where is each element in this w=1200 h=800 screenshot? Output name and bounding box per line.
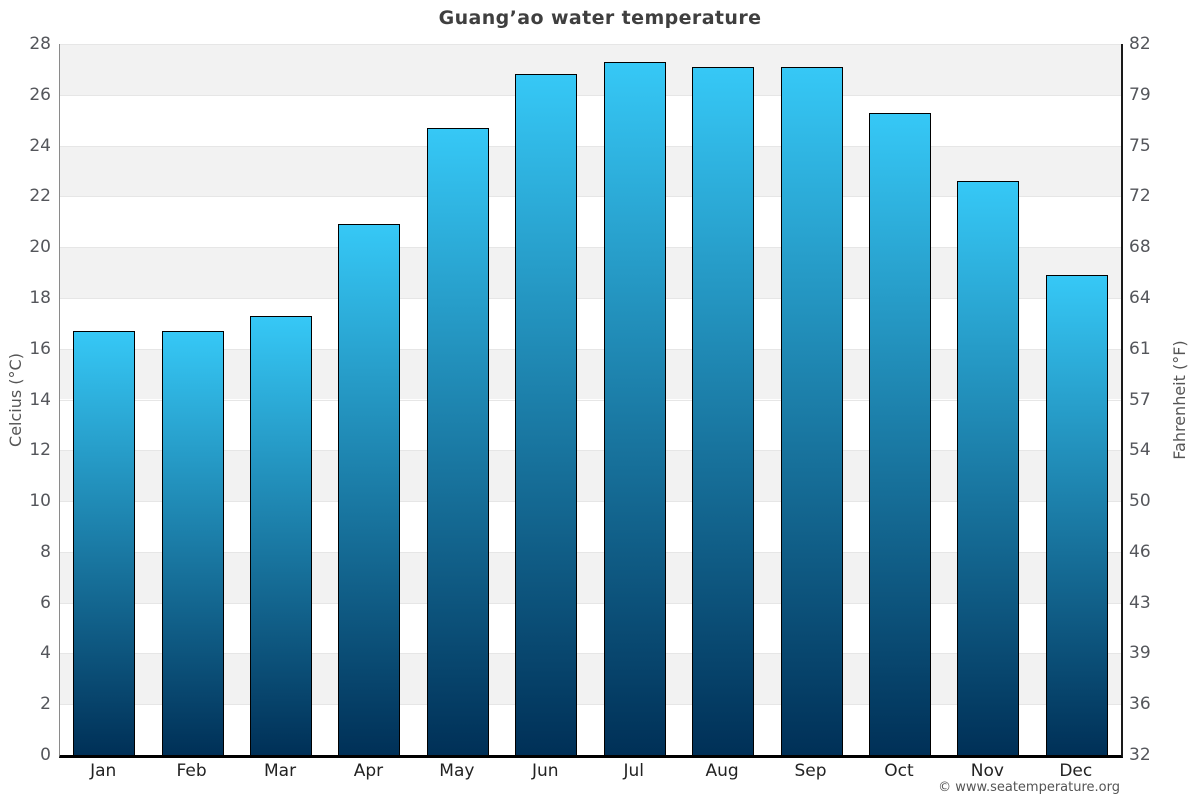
tick-fahrenheit-79: 79 (1129, 84, 1151, 105)
background-band (60, 551, 1121, 603)
bar-jun (515, 74, 578, 755)
tick-fahrenheit-46: 46 (1129, 541, 1151, 562)
month-label-nov: Nov (970, 761, 1004, 781)
background-band (60, 450, 1121, 502)
background-band (60, 44, 1121, 95)
tick-fahrenheit-50: 50 (1129, 491, 1151, 512)
bar-dec (1045, 275, 1108, 755)
tick-fahrenheit-61: 61 (1129, 338, 1151, 359)
tick-celsius-16: 16 (29, 338, 51, 359)
month-label-jan: Jan (90, 761, 117, 781)
attribution-text: © www.seatemperature.org (938, 780, 1120, 795)
tick-celsius-18: 18 (29, 287, 51, 308)
tick-fahrenheit-68: 68 (1129, 237, 1151, 258)
background-band (60, 247, 1121, 298)
month-label-mar: Mar (263, 761, 297, 781)
bar-sep (780, 66, 843, 755)
y-axis-title-fahrenheit: Fahrenheit (°F) (1170, 340, 1189, 460)
bar-aug (692, 66, 755, 755)
bar-feb (161, 330, 224, 755)
tick-fahrenheit-72: 72 (1129, 186, 1151, 207)
tick-celsius-0: 0 (40, 745, 51, 765)
tick-celsius-28: 28 (29, 34, 51, 54)
tick-fahrenheit-32: 32 (1129, 745, 1151, 765)
tick-celsius-22: 22 (29, 186, 51, 207)
tick-celsius-10: 10 (29, 491, 51, 512)
background-band (60, 196, 1121, 248)
bar-oct (868, 112, 931, 755)
tick-celsius-14: 14 (29, 389, 51, 410)
tick-fahrenheit-54: 54 (1129, 440, 1151, 461)
tick-celsius-6: 6 (40, 592, 51, 613)
tick-celsius-2: 2 (40, 694, 51, 715)
tick-fahrenheit-36: 36 (1129, 694, 1151, 715)
chart-title: Guang’ao water temperature (438, 7, 762, 29)
tick-fahrenheit-64: 64 (1129, 287, 1151, 308)
gridline (60, 94, 1121, 96)
gridline (60, 450, 1121, 452)
tick-celsius-20: 20 (29, 237, 51, 258)
background-band (60, 704, 1121, 755)
background-band (60, 94, 1121, 146)
tick-fahrenheit-75: 75 (1129, 135, 1151, 156)
gridline (60, 551, 1121, 553)
tick-fahrenheit-57: 57 (1129, 389, 1151, 410)
bar-apr (338, 224, 401, 755)
background-band (60, 399, 1121, 451)
gridline (60, 602, 1121, 604)
background-band (60, 501, 1121, 552)
bar-nov (957, 181, 1020, 755)
tick-celsius-24: 24 (29, 135, 51, 156)
bar-jul (603, 61, 666, 755)
bar-may (426, 127, 489, 755)
tick-fahrenheit-82: 82 (1129, 34, 1151, 54)
bar-mar (250, 315, 313, 755)
gridline (60, 196, 1121, 198)
month-label-jul: Jul (623, 761, 644, 781)
tick-celsius-4: 4 (40, 643, 51, 664)
background-band (60, 653, 1121, 705)
gridline (60, 704, 1121, 706)
tick-fahrenheit-43: 43 (1129, 592, 1151, 613)
month-label-dec: Dec (1059, 761, 1093, 781)
tick-fahrenheit-39: 39 (1129, 643, 1151, 664)
background-band (60, 297, 1121, 349)
gridline (60, 145, 1121, 147)
month-label-apr: Apr (353, 761, 384, 781)
tick-celsius-8: 8 (40, 541, 51, 562)
month-label-jun: Jun (532, 761, 559, 781)
gridline (60, 348, 1121, 350)
gridline (60, 297, 1121, 299)
background-band (60, 348, 1121, 400)
gridline (60, 247, 1121, 249)
gridline (60, 501, 1121, 503)
gridline (60, 399, 1121, 401)
month-label-oct: Oct (884, 761, 914, 781)
month-label-may: May (439, 761, 475, 781)
background-band (60, 145, 1121, 197)
background-band (60, 602, 1121, 654)
gridline (60, 44, 1121, 45)
month-label-feb: Feb (176, 761, 207, 781)
tick-celsius-26: 26 (29, 84, 51, 105)
month-label-sep: Sep (794, 761, 827, 781)
gridline (60, 653, 1121, 655)
bar-jan (73, 330, 136, 755)
month-label-aug: Aug (705, 761, 739, 781)
tick-celsius-12: 12 (29, 440, 51, 461)
plot-area (59, 44, 1123, 758)
